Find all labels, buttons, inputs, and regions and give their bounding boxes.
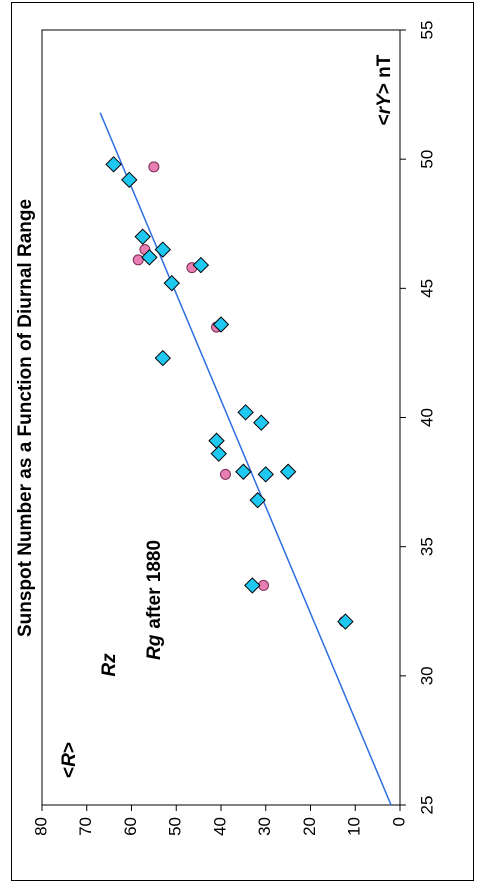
y-axis-label: <R> bbox=[59, 742, 80, 778]
y-tick-label: 20 bbox=[300, 817, 319, 836]
y-tick-label: 60 bbox=[121, 817, 140, 836]
rz-point bbox=[244, 577, 261, 594]
rz-point bbox=[253, 414, 270, 431]
x-tick-label: 50 bbox=[417, 150, 436, 169]
rg-point bbox=[148, 161, 160, 173]
rz-point bbox=[121, 171, 138, 189]
legend-rg: Rgafter 1880 bbox=[144, 540, 165, 660]
rz-point bbox=[141, 249, 158, 266]
rz-point bbox=[249, 491, 266, 509]
y-tick-label: 30 bbox=[255, 817, 274, 836]
chart-title: Sunspot Number as a Function of Diurnal … bbox=[15, 199, 36, 637]
rz-point bbox=[105, 156, 122, 173]
regression-line bbox=[99, 112, 392, 806]
y-tick-label: 70 bbox=[76, 817, 95, 836]
y-tick-label: 80 bbox=[31, 817, 50, 836]
y-tick-label: 40 bbox=[210, 817, 229, 836]
plot-area bbox=[41, 29, 401, 806]
rz-point bbox=[212, 316, 230, 333]
y-tick-label: 10 bbox=[345, 817, 364, 836]
rz-point bbox=[163, 274, 180, 292]
rz-point bbox=[154, 349, 172, 367]
rz-point bbox=[237, 404, 254, 421]
rz-point bbox=[192, 256, 210, 274]
y-tick-label: 50 bbox=[166, 817, 185, 836]
rz-point bbox=[257, 466, 274, 483]
x-tick-label: 30 bbox=[417, 666, 436, 685]
x-tick-label: 55 bbox=[417, 21, 436, 40]
x-axis-label: <rY> nT bbox=[374, 54, 395, 125]
x-tick-label: 25 bbox=[417, 796, 436, 815]
rz-point bbox=[208, 432, 225, 449]
rg-point bbox=[219, 468, 231, 480]
rz-point bbox=[337, 613, 354, 630]
rg-point bbox=[132, 254, 144, 266]
rz-point bbox=[210, 445, 227, 462]
rz-point bbox=[235, 463, 252, 480]
x-tick-label: 35 bbox=[417, 537, 436, 556]
rz-point bbox=[134, 228, 151, 245]
legend-rz: Rz bbox=[99, 653, 120, 677]
x-tick-label: 45 bbox=[417, 279, 436, 298]
rz-point bbox=[279, 463, 297, 480]
x-tick-label: 40 bbox=[417, 408, 436, 427]
rz-point bbox=[154, 241, 172, 258]
y-tick-label: 0 bbox=[389, 817, 408, 826]
